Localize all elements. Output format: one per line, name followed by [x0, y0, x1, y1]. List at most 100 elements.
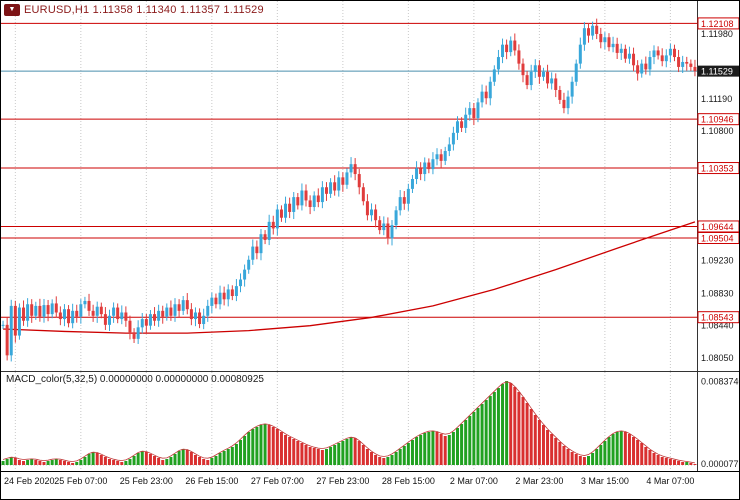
candle-body	[288, 203, 292, 212]
candle-body	[67, 309, 71, 324]
macd-histogram-bar	[275, 429, 279, 465]
macd-histogram-bar	[50, 460, 54, 465]
macd-histogram-bar	[492, 392, 496, 465]
candle-body	[173, 304, 177, 316]
candle-body	[410, 179, 414, 189]
macd-histogram-bar	[640, 443, 644, 465]
macd-histogram-bar	[116, 461, 120, 465]
candle-body	[615, 43, 619, 53]
level-price-tag-text: 1.12108	[701, 19, 734, 29]
time-axis-label: 28 Feb 15:00	[381, 476, 435, 486]
candle-body	[300, 190, 304, 206]
macd-histogram-bar	[427, 432, 431, 465]
macd-histogram-bar	[607, 437, 611, 465]
macd-histogram-bar	[230, 447, 234, 465]
moving-average-line[interactable]	[3, 221, 696, 334]
candle-body	[185, 300, 189, 310]
macd-histogram-bar	[480, 404, 484, 465]
candle-body	[58, 312, 62, 320]
macd-histogram-bar	[435, 432, 439, 465]
candle-body	[406, 188, 410, 204]
candle-body	[312, 195, 316, 208]
candle-body	[525, 75, 529, 86]
chart-tab-icon[interactable]: ▼	[4, 4, 20, 16]
macd-histogram-bar	[214, 456, 218, 465]
candle-body	[198, 312, 202, 325]
candle-body	[222, 292, 226, 300]
macd-histogram-bar	[107, 459, 111, 465]
candle-body	[636, 65, 640, 74]
candle-body	[574, 63, 578, 82]
level-price-tag-text: 1.08543	[701, 313, 734, 323]
candle-body	[611, 43, 615, 48]
candle-body	[541, 71, 545, 77]
candle-body	[529, 71, 533, 86]
candle-body	[623, 48, 627, 59]
candle-body	[210, 297, 214, 306]
candle-body	[570, 81, 574, 97]
macd-histogram-bar	[177, 451, 181, 465]
macd-histogram-bar	[402, 446, 406, 465]
candle-body	[443, 150, 447, 161]
level-price-tag-text: 1.10353	[701, 164, 734, 174]
candle-body	[292, 197, 296, 212]
macd-histogram-bar	[247, 432, 251, 465]
macd-histogram-bar	[591, 453, 595, 465]
macd-histogram-bar	[578, 456, 582, 465]
macd-histogram-bar	[329, 447, 333, 465]
candle-body	[284, 203, 288, 218]
macd-histogram-bar	[660, 457, 664, 465]
macd-histogram-bar	[672, 460, 676, 465]
macd-histogram-bar	[582, 457, 586, 465]
candle-body	[644, 63, 648, 70]
candle-body	[402, 197, 406, 204]
macd-indicator-chart[interactable]: 0.0083740 0.0000771	[1, 371, 740, 471]
time-axis[interactable]: 24 Feb 2020 25 Feb 07:00 25 Feb 23:00 26 Fe…	[1, 471, 739, 499]
macd-histogram-bar	[603, 441, 607, 465]
macd-histogram-bar	[431, 431, 435, 465]
candle-body	[112, 307, 116, 316]
macd-histogram-bar	[472, 412, 476, 465]
candle-body	[148, 314, 152, 326]
macd-histogram-bar	[644, 447, 648, 465]
candle-body	[140, 319, 144, 328]
macd-histogram-bar	[267, 425, 271, 465]
candle-body	[54, 303, 58, 313]
candle-body	[550, 78, 554, 84]
candle-body	[451, 132, 455, 145]
macd-histogram-bar	[279, 432, 283, 465]
candle-body	[455, 121, 459, 133]
macd-histogram-bar	[124, 461, 128, 465]
candle-body	[230, 289, 234, 297]
time-axis-label: 24 Feb 2020	[4, 476, 55, 486]
candle-body	[107, 315, 111, 325]
candle-body	[423, 162, 427, 175]
macd-histogram-bar	[541, 425, 545, 465]
macd-histogram-bar	[390, 455, 394, 465]
candle-body	[181, 300, 185, 311]
macd-histogram-bar	[636, 440, 640, 465]
candle-body	[165, 307, 169, 317]
candle-body	[349, 164, 353, 173]
macd-histogram-bar	[263, 424, 267, 465]
level-price-tag	[697, 17, 739, 30]
candle-body	[689, 63, 693, 67]
macd-histogram-bar	[537, 420, 541, 465]
macd-histogram-bar	[513, 387, 517, 465]
level-price-tag	[697, 232, 739, 244]
candle-body	[202, 315, 206, 325]
candle-body	[22, 307, 26, 321]
candle-body	[279, 209, 283, 218]
macd-histogram-bar	[185, 450, 189, 465]
candle-body	[562, 99, 566, 109]
candle-body	[488, 81, 492, 99]
macd-histogram-bar	[161, 460, 165, 465]
macd-histogram-bar	[615, 432, 619, 465]
candle-body	[595, 25, 599, 34]
macd-histogram-bar	[378, 457, 382, 465]
macd-histogram-bar	[587, 456, 591, 465]
price-chart[interactable]: 1.11980 1.11190 1.10800 1.09230 1.08830 1.084…	[1, 1, 740, 371]
macd-histogram-bar	[648, 450, 652, 465]
level-price-tag	[697, 220, 739, 233]
candle-body	[693, 66, 697, 72]
